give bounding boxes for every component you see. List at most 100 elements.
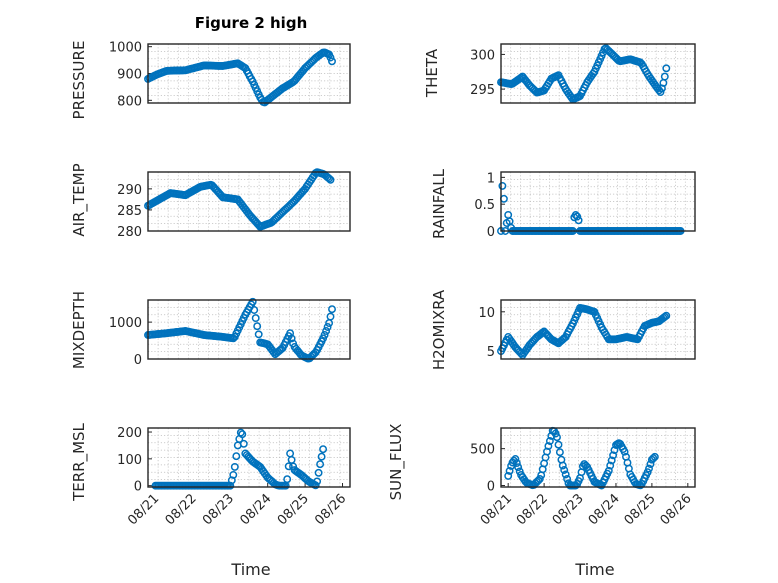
data-point xyxy=(607,456,616,465)
y-tick-label: 0 xyxy=(487,480,495,495)
data-point xyxy=(643,468,652,477)
data-point xyxy=(316,460,325,469)
data-point xyxy=(230,462,239,471)
data-point xyxy=(545,437,554,445)
data-point xyxy=(239,439,248,448)
x-tick-label: 08/22 xyxy=(163,491,200,528)
data-point xyxy=(326,312,335,321)
sun-flux-panel: SUN_FLUX Time 050008/2108/2208/2308/2408… xyxy=(387,424,696,579)
x-tick-label: 08/26 xyxy=(312,491,349,528)
axes-frame xyxy=(500,427,696,488)
y-tick-label: 0 xyxy=(134,480,142,495)
data-point xyxy=(538,328,547,337)
y-tick-label: 900 xyxy=(117,68,142,83)
y-tick-label: 300 xyxy=(470,48,495,63)
x-tick-label: 08/22 xyxy=(514,491,551,528)
mixdepth-panel: MIXDEPTH 0 1000 xyxy=(70,291,351,369)
y-tick-label: 280 xyxy=(117,225,142,240)
sun-flux-ylabel: SUN_FLUX xyxy=(387,424,406,501)
x-tick-label: 08/24 xyxy=(237,491,274,528)
y-tick-label: 290 xyxy=(117,183,142,198)
data-point xyxy=(236,428,245,437)
data-point xyxy=(649,454,658,463)
y-tick-label: 285 xyxy=(117,204,142,219)
data-point xyxy=(325,174,334,183)
data-point xyxy=(498,181,507,190)
data-point xyxy=(574,216,583,225)
axes-frame xyxy=(147,43,351,104)
data-point xyxy=(284,462,293,471)
data-point xyxy=(604,466,613,475)
data-point xyxy=(505,466,514,475)
x-tick-label: 08/23 xyxy=(550,491,587,528)
data-point xyxy=(286,329,295,338)
data-point xyxy=(322,327,331,335)
data-point xyxy=(561,470,570,479)
data-point xyxy=(512,459,521,468)
data-point xyxy=(551,429,560,438)
x-tick-label: 08/25 xyxy=(622,491,659,528)
theta-panel: THETA 295 300 xyxy=(423,43,696,104)
data-point xyxy=(317,452,326,461)
data-point xyxy=(554,440,563,449)
data-point xyxy=(544,442,553,451)
h2omixra-ylabel: H2OMIXRA xyxy=(430,289,448,370)
data-point xyxy=(287,334,296,343)
time-xlabel: Time xyxy=(574,560,614,579)
y-tick-label: 1000 xyxy=(109,41,142,56)
data-point xyxy=(560,466,569,474)
data-point xyxy=(248,297,257,306)
terr-msl-ylabel: TERR_MSL xyxy=(70,422,89,501)
y-tick-label: 0 xyxy=(134,353,142,368)
axes-frame xyxy=(500,43,696,104)
rainfall-panel: RAINFALL 0 0.5 1 xyxy=(430,168,696,240)
data-point xyxy=(319,445,328,454)
y-tick-label: 100 xyxy=(117,453,142,468)
data-point xyxy=(558,461,567,470)
data-point xyxy=(535,474,544,483)
x-tick-label: 08/21 xyxy=(478,491,515,528)
y-tick-label: 10 xyxy=(478,306,495,321)
data-point xyxy=(325,319,334,328)
data-point xyxy=(328,305,336,314)
data-point xyxy=(656,88,665,97)
pressure-ylabel: PRESSURE xyxy=(70,41,88,120)
data-point xyxy=(323,323,332,331)
data-point xyxy=(283,475,292,484)
data-point xyxy=(320,330,329,339)
data-point xyxy=(609,451,618,460)
data-point xyxy=(662,311,671,320)
axes-frame xyxy=(147,299,351,360)
data-point xyxy=(555,448,564,457)
data-point xyxy=(573,212,582,221)
y-tick-label: 295 xyxy=(470,83,495,98)
time-xlabel: Time xyxy=(230,560,270,579)
data-point xyxy=(660,312,669,321)
h2omixra-panel: H2OMIXRA 5 10 xyxy=(430,289,696,370)
axes-frame xyxy=(147,171,351,232)
data-point xyxy=(504,210,513,219)
data-point xyxy=(553,433,561,442)
data-point xyxy=(311,481,320,490)
data-point xyxy=(662,64,671,73)
rainfall-ylabel: RAINFALL xyxy=(430,168,448,239)
x-tick-label: 08/23 xyxy=(200,491,237,528)
air-temp-panel: AIR_TEMP 280 285 290 xyxy=(70,163,351,240)
data-point xyxy=(287,455,296,464)
axes-frame xyxy=(500,299,696,360)
x-tick-label: 08/26 xyxy=(658,491,695,528)
data-point xyxy=(229,470,238,479)
data-point xyxy=(514,463,523,472)
data-point xyxy=(314,468,323,477)
y-tick-label: 500 xyxy=(470,443,495,458)
data-point xyxy=(313,477,322,486)
data-point xyxy=(251,314,260,323)
data-point xyxy=(511,455,520,463)
data-point xyxy=(620,447,629,456)
data-point xyxy=(326,175,335,184)
data-point xyxy=(660,72,669,81)
theta-ylabel: THETA xyxy=(423,48,441,98)
data-point xyxy=(326,53,335,62)
